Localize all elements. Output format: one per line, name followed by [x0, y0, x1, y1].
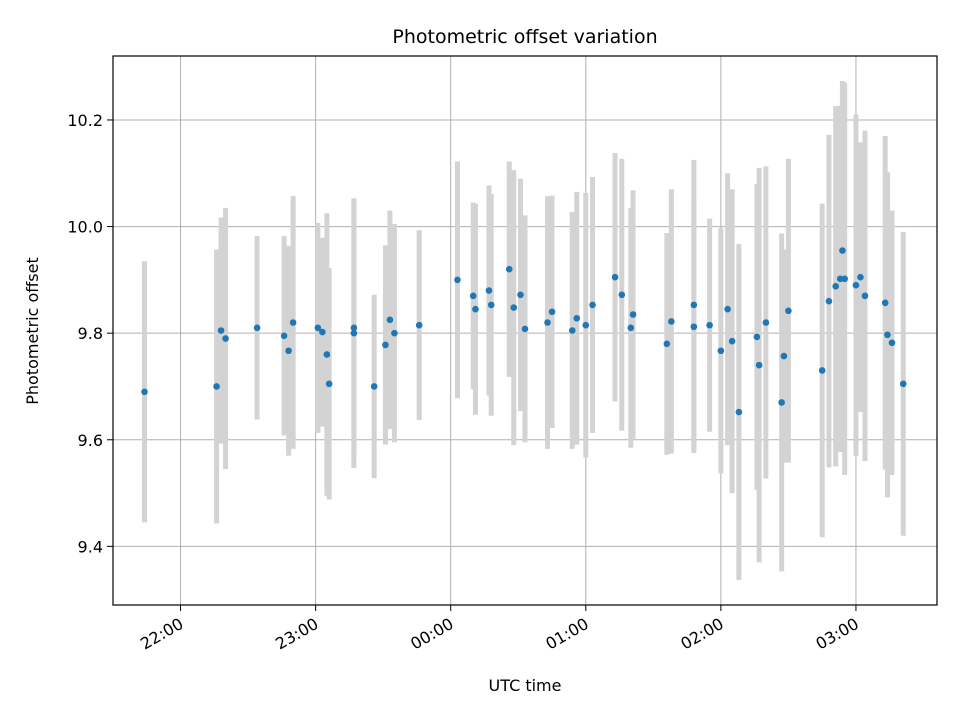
data-point — [780, 352, 788, 360]
data-point — [319, 328, 326, 336]
data-point — [690, 301, 698, 309]
data-point — [785, 307, 792, 315]
data-points — [141, 247, 907, 416]
data-point — [487, 301, 495, 309]
data-point — [370, 383, 378, 390]
y-axis-label: Photometric offset — [23, 257, 42, 405]
data-point — [350, 324, 358, 332]
data-point — [382, 341, 389, 349]
data-point — [618, 291, 626, 299]
data-point — [668, 318, 675, 325]
data-point — [839, 247, 846, 254]
data-point — [217, 327, 225, 334]
x-axis-label: UTC time — [489, 676, 562, 695]
y-axis: 9.4 9.6 9.8 10.0 10.2 — [67, 111, 113, 556]
data-point — [881, 299, 889, 307]
data-point — [325, 380, 333, 388]
data-point — [861, 292, 869, 300]
data-point — [469, 292, 477, 300]
data-point — [213, 383, 220, 390]
y-tick-label: 10.2 — [67, 111, 103, 130]
data-point — [505, 265, 513, 273]
data-point — [510, 304, 518, 311]
data-point — [706, 321, 713, 329]
data-point — [724, 305, 731, 313]
data-point — [253, 324, 261, 332]
data-point — [778, 399, 785, 406]
data-point — [323, 351, 331, 358]
data-point — [454, 276, 461, 284]
data-point — [753, 333, 761, 341]
data-point — [728, 337, 736, 345]
data-point — [762, 319, 770, 326]
data-point — [690, 323, 698, 331]
data-point — [735, 408, 743, 416]
data-point — [485, 287, 493, 294]
data-point — [222, 335, 229, 342]
data-point — [852, 281, 860, 289]
y-tick-label: 9.6 — [78, 431, 103, 450]
data-point — [350, 329, 358, 337]
y-tick-label: 10.0 — [67, 218, 103, 237]
data-point — [285, 347, 292, 355]
y-tick-label: 9.4 — [78, 537, 103, 556]
data-point — [548, 308, 556, 316]
data-point — [841, 275, 848, 283]
data-point — [568, 327, 576, 334]
data-point — [832, 282, 839, 290]
data-point — [472, 305, 479, 313]
data-point — [521, 325, 529, 333]
data-point — [314, 324, 322, 332]
data-point — [589, 301, 596, 309]
data-point — [899, 380, 907, 388]
data-point — [717, 347, 725, 355]
data-point — [289, 319, 297, 326]
data-point — [884, 331, 891, 339]
data-point — [582, 321, 590, 329]
data-point — [825, 297, 833, 305]
data-point — [888, 339, 896, 347]
data-point — [755, 361, 763, 369]
data-point — [280, 332, 288, 340]
plot-frame — [112, 55, 938, 606]
data-point — [573, 314, 581, 322]
data-point — [391, 329, 398, 337]
data-point — [517, 291, 524, 299]
data-point — [818, 367, 826, 374]
data-point — [663, 340, 671, 348]
data-point — [857, 273, 864, 281]
data-point — [629, 311, 637, 318]
y-tick-label: 9.8 — [78, 324, 103, 343]
data-point — [544, 319, 551, 326]
data-point — [627, 324, 635, 332]
data-point — [386, 316, 394, 324]
data-point — [611, 273, 619, 281]
data-point — [141, 388, 148, 396]
chart-title: Photometric offset variation — [392, 26, 657, 48]
data-point — [415, 321, 423, 329]
